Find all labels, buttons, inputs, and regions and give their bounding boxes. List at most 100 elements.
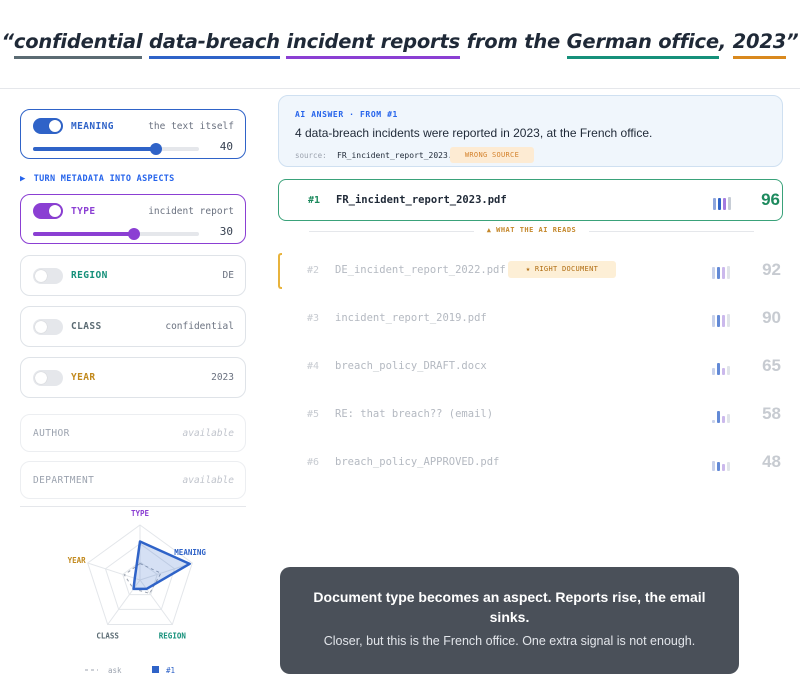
- query-term: ,: [718, 30, 727, 53]
- aspect-signal-bars: [712, 311, 736, 327]
- result-rank: #5: [307, 408, 320, 420]
- meaning-value: the text itself: [148, 120, 234, 132]
- caption-headline: Document type becomes an aspect. Reports…: [313, 589, 706, 625]
- type-value: incident report: [148, 205, 234, 217]
- signal-bar: [727, 462, 730, 471]
- result-row[interactable]: #6 breach_policy_APPROVED.pdf 48: [278, 441, 783, 483]
- meaning-toggle[interactable]: [33, 118, 63, 134]
- type-toggle[interactable]: [33, 203, 63, 219]
- radar-label-region: REGION: [159, 631, 187, 640]
- result-filename[interactable]: RE: that breach?? (email): [335, 408, 494, 420]
- year-toggle[interactable]: [33, 369, 63, 386]
- radar-spoke: [139, 579, 173, 625]
- signal-bar: [722, 415, 725, 423]
- caption-box: Document type becomes an aspect. Reports…: [280, 567, 739, 674]
- department-label: DEPARTMENT: [33, 474, 95, 486]
- right-document-marker: [278, 253, 282, 289]
- query-term: 2023: [732, 30, 786, 59]
- result-filename[interactable]: breach_policy_DRAFT.docx: [335, 360, 487, 372]
- year-value: 2023: [211, 372, 234, 383]
- result-row[interactable]: #1 FR_incident_report_2023.pdf 96: [278, 179, 783, 221]
- signal-bar: [722, 367, 725, 375]
- legend-top-swatch: [152, 666, 159, 673]
- signal-bar: [717, 462, 720, 471]
- author-label: AUTHOR: [33, 427, 70, 439]
- meaning-weight: 40: [219, 140, 233, 153]
- radar-legend: ask #1: [85, 666, 175, 675]
- result-filename[interactable]: FR_incident_report_2023.pdf: [336, 194, 507, 206]
- result-rank: #1: [308, 194, 321, 206]
- answer-text: 4 data-breach incidents were reported in…: [295, 126, 653, 140]
- radar-label-meaning: MEANING: [174, 548, 206, 557]
- result-score: 58: [762, 404, 781, 423]
- type-weight-slider[interactable]: [33, 228, 199, 240]
- aspect-signal-bars: [713, 194, 737, 210]
- signal-bar: [713, 198, 716, 210]
- legend-top-label: #1: [166, 666, 175, 675]
- query-title: “confidential data-breach incident repor…: [0, 30, 800, 59]
- aspect-card-class[interactable]: CLASS confidential: [20, 306, 246, 347]
- result-score: 96: [761, 190, 780, 209]
- aspect-card-region[interactable]: REGION DE: [20, 255, 246, 296]
- signal-bar: [722, 463, 725, 471]
- signal-bar: [723, 198, 726, 210]
- radar-ring: [104, 543, 176, 610]
- aspect-card-year[interactable]: YEAR 2023: [20, 357, 246, 398]
- result-row[interactable]: #2 DE_incident_report_2022.pdf ★ RIGHT DOC…: [278, 249, 783, 291]
- radar-label-class: CLASS: [96, 631, 119, 640]
- result-score: 90: [762, 308, 781, 327]
- type-slider-fill: [33, 232, 135, 236]
- aspect-signal-bars: [712, 407, 736, 423]
- left-divider: [20, 506, 246, 507]
- query-term: German office: [566, 30, 719, 59]
- signal-bar: [712, 267, 715, 279]
- result-rank: #6: [307, 456, 320, 468]
- metadata-toggle-label: TURN METADATA INTO ASPECTS: [33, 174, 175, 184]
- query-term: data-breach: [148, 30, 280, 59]
- signal-bar: [727, 314, 730, 327]
- result-row[interactable]: #3 incident_report_2019.pdf 90: [278, 297, 783, 339]
- meaning-weight-slider[interactable]: [33, 143, 199, 155]
- signal-bar: [717, 315, 720, 327]
- legend-ask-label: ask: [108, 666, 122, 675]
- result-row[interactable]: #5 RE: that breach?? (email) 58: [278, 393, 783, 435]
- what-the-ai-reads-divider: ▲ WHAT THE AI READS: [309, 226, 754, 236]
- query-open-quote: “: [1, 30, 14, 53]
- signal-bar: [728, 197, 731, 210]
- type-slider-thumb[interactable]: [128, 228, 141, 240]
- reads-line-left: [309, 231, 474, 232]
- result-filename[interactable]: DE_incident_report_2022.pdf: [335, 264, 506, 276]
- answer-tag: AI ANSWER · FROM #1: [295, 110, 398, 119]
- answer-source-file[interactable]: FR_incident_report_2023.pdf: [337, 151, 468, 160]
- region-toggle[interactable]: [33, 267, 63, 284]
- meaning-slider-fill: [33, 147, 156, 151]
- header-divider: [0, 88, 800, 89]
- type-weight: 30: [219, 225, 233, 238]
- result-filename[interactable]: incident_report_2019.pdf: [335, 312, 487, 324]
- result-filename[interactable]: breach_policy_APPROVED.pdf: [335, 456, 500, 468]
- aspect-card-type[interactable]: TYPE incident report 30: [20, 194, 246, 244]
- metadata-aspects-toggle[interactable]: ▶ TURN METADATA INTO ASPECTS: [20, 174, 175, 184]
- result-score: 92: [762, 260, 781, 279]
- signal-bar: [722, 315, 725, 327]
- radar-ring: [122, 561, 158, 596]
- result-row[interactable]: #4 breach_policy_DRAFT.docx 65: [278, 345, 783, 387]
- year-label: YEAR: [71, 372, 96, 383]
- right-document-badge: ★ RIGHT DOCUMENT: [508, 261, 616, 278]
- radar-ask-polygon: [123, 562, 162, 594]
- aspect-signal-bars: [712, 263, 736, 279]
- meaning-slider-thumb[interactable]: [149, 143, 162, 155]
- radar-label-year: YEAR: [68, 556, 87, 565]
- class-toggle[interactable]: [33, 318, 63, 335]
- reads-label: ▲ WHAT THE AI READS: [486, 226, 577, 234]
- result-rank: #2: [307, 264, 320, 276]
- radar-top-polygon: [132, 540, 191, 591]
- answer-source-label: source:: [295, 151, 327, 160]
- signal-bar: [717, 411, 720, 423]
- aspect-signal-bars: [712, 455, 736, 471]
- aspect-card-meaning[interactable]: MEANING the text itself 40: [20, 109, 246, 159]
- type-label: TYPE: [71, 205, 96, 217]
- result-rank: #3: [307, 312, 320, 324]
- signal-bar: [712, 315, 715, 327]
- signal-bar: [727, 366, 730, 375]
